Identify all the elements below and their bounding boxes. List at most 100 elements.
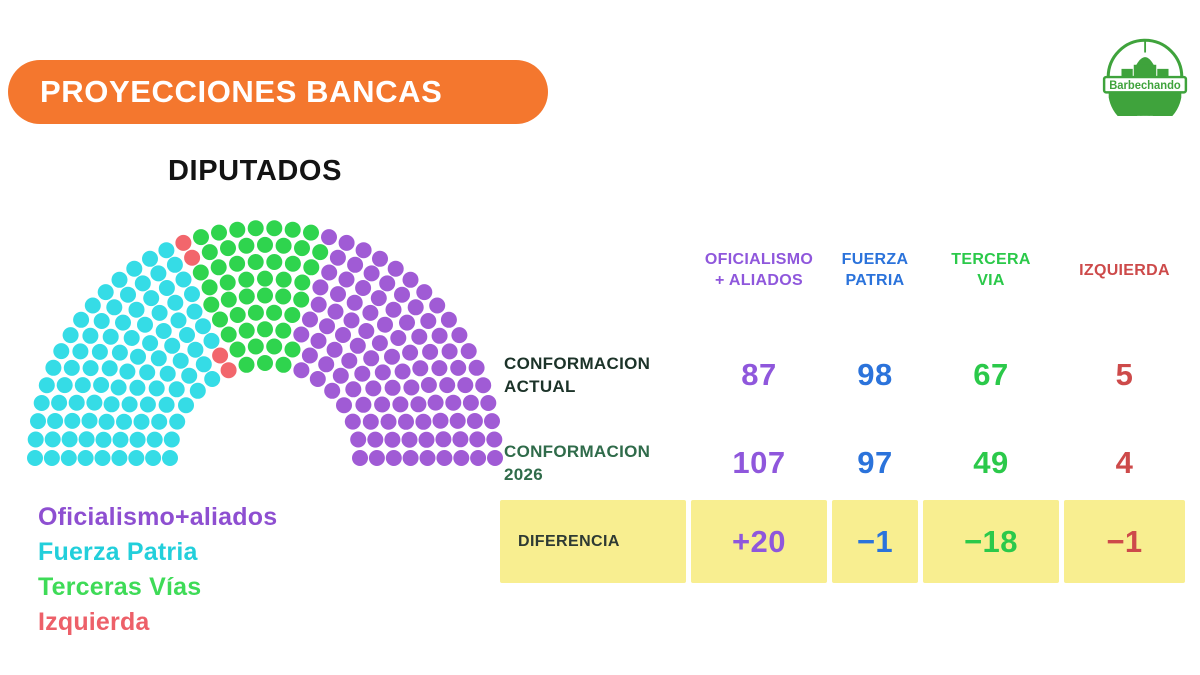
seat-dot (186, 303, 203, 320)
seat-dot (303, 224, 319, 241)
seat-dot (145, 450, 162, 466)
seat-dot (338, 234, 355, 251)
seat-dot (301, 347, 318, 364)
seat-dot (347, 256, 364, 273)
column-header-tercera-via: TERCERA VIA (951, 251, 1031, 289)
seat-dot (229, 341, 246, 358)
seat-dot (204, 371, 221, 387)
seat-dot (184, 286, 200, 303)
seat-dot (257, 236, 273, 253)
seat-dot (159, 365, 176, 382)
seat-dot (229, 221, 246, 238)
seat-dot (294, 274, 311, 291)
seat-dot (358, 323, 375, 339)
seat-dot (148, 380, 165, 397)
seat-dot (115, 314, 131, 331)
seat-dot (486, 431, 503, 448)
seat-dot (97, 284, 114, 301)
seat-dot (343, 312, 360, 329)
seat-dot (38, 377, 55, 394)
barbechando-logo: Barbechando (1099, 34, 1191, 129)
seat-dot (33, 395, 50, 411)
barbechando-logo-icon: Barbechando (1102, 38, 1188, 129)
seat-dot (133, 413, 150, 430)
seat-dot (167, 294, 184, 311)
seat-dot (418, 431, 435, 448)
page-title: PROYECCIONES BANCAS (40, 74, 443, 109)
seat-dot (158, 242, 175, 259)
seat-dot (68, 394, 85, 411)
seat-dot (238, 237, 255, 254)
seat-dot (203, 332, 220, 349)
seat-dot (130, 348, 146, 365)
seat-dot (441, 343, 458, 360)
seat-dot (247, 304, 264, 321)
seat-dot (460, 343, 477, 360)
seat-dot (419, 450, 436, 466)
seat-dot (150, 350, 167, 367)
seat-dot (407, 299, 424, 316)
seat-dot (312, 244, 329, 261)
cell-2026-oficialismo: 107 (732, 445, 786, 480)
seat-dot (155, 323, 172, 339)
seat-dot (179, 327, 195, 343)
seat-dot (119, 363, 136, 380)
cell-actual-izquierda: 5 (1115, 356, 1134, 392)
seat-dot (257, 321, 273, 338)
seat-dot (466, 413, 483, 429)
seat-dot (201, 279, 218, 296)
seat-dot (211, 224, 227, 241)
seat-dot (427, 394, 444, 411)
seat-dot (220, 362, 237, 379)
seat-dot (420, 313, 437, 329)
table-row-conformacion-2026: CONFORMACION 2026 107 97 49 4 (500, 420, 1190, 506)
seat-dot (56, 377, 73, 394)
column-header-oficialismo: OFICIALISMO + ALIADOS (704, 251, 814, 289)
seat-dot (112, 431, 129, 448)
seat-dot (449, 412, 466, 429)
seat-dot (212, 347, 229, 364)
seat-dot (61, 431, 78, 448)
seat-dot (275, 288, 292, 305)
seat-dot (111, 344, 128, 361)
seat-dot (266, 220, 283, 237)
seat-dot (266, 338, 283, 355)
seat-dot (63, 359, 80, 376)
seat-dot (91, 343, 108, 360)
seat-dot (450, 359, 467, 376)
seat-dot (150, 265, 167, 282)
seat-dot (220, 240, 236, 257)
column-header-izquierda: IZQUIERDA (1079, 261, 1170, 279)
seat-dot (163, 431, 180, 448)
seat-dot (129, 431, 146, 448)
legend-item-oficialismo: Oficialismo+aliados (38, 503, 278, 531)
seat-dot (387, 260, 404, 277)
seat-dot (377, 316, 393, 333)
seat-dot (390, 330, 407, 346)
seat-dot (475, 377, 492, 394)
seat-dot (120, 286, 136, 303)
seat-dot (275, 356, 292, 373)
seat-dot (415, 413, 432, 430)
seat-dot (116, 413, 132, 430)
seat-dot (394, 286, 410, 303)
seat-dot (368, 450, 385, 466)
seat-dot (193, 229, 209, 246)
seat-dot (266, 254, 283, 270)
seat-dot (168, 381, 185, 398)
seat-dot (266, 304, 283, 321)
seat-dot (432, 412, 449, 429)
seat-dot (128, 301, 145, 318)
seat-dot (431, 327, 448, 344)
seat-dot (98, 413, 115, 430)
seat-dot (468, 359, 485, 376)
seat-dot (158, 396, 175, 413)
seat-dot (321, 264, 338, 281)
seat-dot (367, 431, 384, 448)
row-label: CONFORMACION 2026 (504, 442, 651, 484)
cell-actual-oficialismo: 87 (741, 356, 777, 392)
seat-dot (238, 322, 255, 339)
seat-dot (44, 431, 61, 448)
seat-dot (380, 413, 397, 430)
seat-dot (303, 259, 320, 276)
